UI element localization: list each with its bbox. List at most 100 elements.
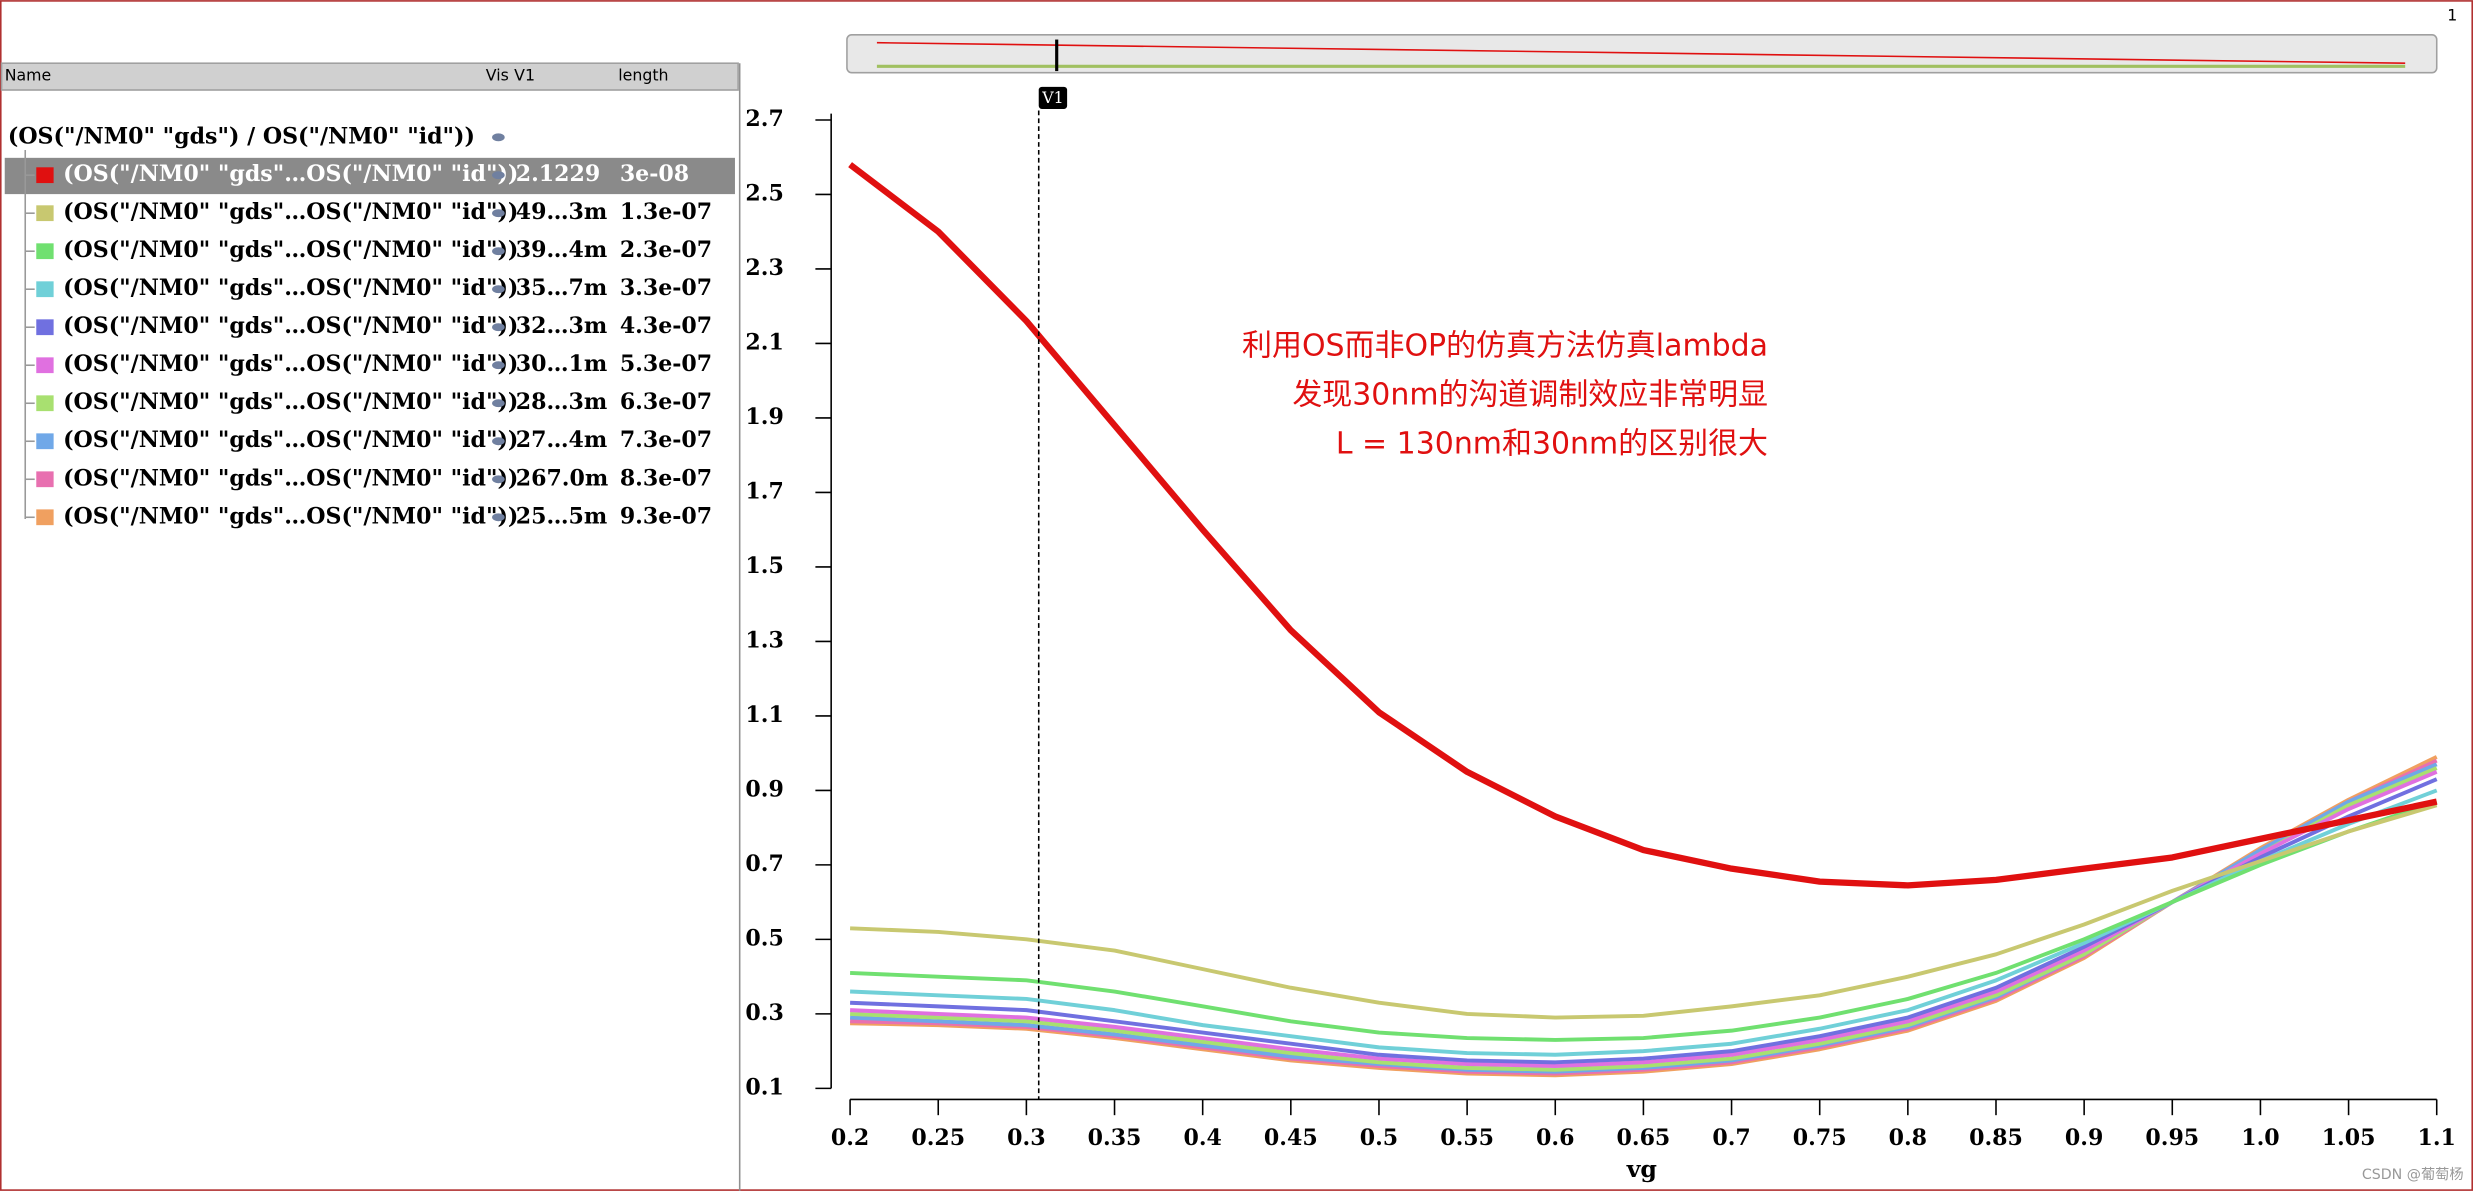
cursor-value: 49…3m xyxy=(516,199,608,225)
length-value: 7.3e-07 xyxy=(620,427,712,453)
annotation: 利用OS而非OP的仿真方法仿真lambda xyxy=(1242,329,1768,364)
group-row[interactable]: (OS("/NM0" "gds") / OS("/NM0" "id")) xyxy=(8,123,475,149)
x-tick-label: 0.4 xyxy=(1183,1125,1221,1151)
x-tick-label: 0.25 xyxy=(911,1125,965,1151)
visibility-icon[interactable] xyxy=(492,285,505,294)
length-value: 1.3e-07 xyxy=(620,199,712,225)
x-tick-label: 0.95 xyxy=(2145,1125,2199,1151)
cursor-tag xyxy=(1038,86,1068,109)
x-axis-label: vg xyxy=(1626,1155,1657,1183)
x-tick-label: 0.2 xyxy=(831,1125,869,1151)
watermark: CSDN @葡萄杨 xyxy=(2362,1167,2464,1183)
legend-swatch xyxy=(36,243,54,260)
cursor-value: 35…7m xyxy=(516,275,608,301)
y-tick-label: 2.1 xyxy=(745,329,783,355)
y-tick-label: 1.1 xyxy=(745,702,783,728)
y-tick-label: 1.3 xyxy=(745,627,783,653)
x-tick-label: 1.1 xyxy=(2418,1125,2456,1151)
selected-row[interactable] xyxy=(4,157,735,195)
table-header-bar xyxy=(0,62,739,91)
cursor-value: 25…5m xyxy=(516,503,608,529)
y-tick-label: 0.5 xyxy=(745,925,783,951)
x-tick-label: 1.05 xyxy=(2322,1125,2376,1151)
visibility-icon[interactable] xyxy=(492,513,505,522)
trace-name: (OS("/NM0" "gds"…OS("/NM0" "id")) xyxy=(63,199,518,225)
trace-name: (OS("/NM0" "gds"…OS("/NM0" "id")) xyxy=(63,351,518,377)
y-tick-label: 2.7 xyxy=(745,106,783,132)
x-tick-label: 0.35 xyxy=(1088,1125,1142,1151)
visibility-icon[interactable] xyxy=(492,399,505,408)
length-value: 3e-08 xyxy=(620,161,689,187)
cursor-value: 27…4m xyxy=(516,427,608,453)
visibility-icon[interactable] xyxy=(492,133,505,142)
x-tick-label: 0.8 xyxy=(1889,1125,1927,1151)
y-tick-label: 1.5 xyxy=(745,553,783,579)
visibility-icon[interactable] xyxy=(492,209,505,218)
y-tick-label: 0.3 xyxy=(745,1000,783,1026)
trace xyxy=(848,162,2438,889)
overview-trace xyxy=(876,41,2406,64)
trace-name: (OS("/NM0" "gds"…OS("/NM0" "id")) xyxy=(63,389,518,415)
x-tick-label: 1.0 xyxy=(2241,1125,2279,1151)
annotation: L = 130nm和30nm的区别很大 xyxy=(1336,426,1768,461)
trace-name: (OS("/NM0" "gds"…OS("/NM0" "id")) xyxy=(63,161,518,187)
x-tick-label: 0.6 xyxy=(1536,1125,1574,1151)
legend-swatch xyxy=(36,509,54,526)
y-tick-label: 1.7 xyxy=(745,478,783,504)
cursor-value: 30…1m xyxy=(516,351,608,377)
length-value: 6.3e-07 xyxy=(620,389,712,415)
length-value: 2.3e-07 xyxy=(620,237,712,263)
trace xyxy=(850,799,2438,1042)
y-tick-label: 0.7 xyxy=(745,851,783,877)
visibility-icon[interactable] xyxy=(492,171,505,180)
legend-swatch xyxy=(36,357,54,374)
trace xyxy=(850,803,2438,1020)
legend-swatch xyxy=(36,167,54,184)
y-tick-label: 2.5 xyxy=(745,180,783,206)
x-tick-label: 0.75 xyxy=(1793,1125,1847,1151)
cursor-label: V1 xyxy=(1041,88,1063,107)
trace-name: (OS("/NM0" "gds"…OS("/NM0" "id")) xyxy=(63,503,518,529)
y-tick-label: 0.9 xyxy=(745,776,783,802)
legend-swatch xyxy=(36,395,54,412)
visibility-icon[interactable] xyxy=(492,475,505,484)
length-value: 5.3e-07 xyxy=(620,351,712,377)
visibility-icon[interactable] xyxy=(492,323,505,332)
legend-swatch xyxy=(36,205,54,222)
y-tick-label: 0.1 xyxy=(745,1074,783,1100)
length-value: 3.3e-07 xyxy=(620,275,712,301)
x-tick-label: 0.3 xyxy=(1007,1125,1045,1151)
x-tick-label: 0.9 xyxy=(2065,1125,2103,1151)
legend-swatch xyxy=(36,319,54,336)
length-value: 9.3e-07 xyxy=(620,503,712,529)
cursor-value: 39…4m xyxy=(516,237,608,263)
trace-name: (OS("/NM0" "gds"…OS("/NM0" "id")) xyxy=(63,275,518,301)
visibility-icon[interactable] xyxy=(492,361,505,370)
x-tick-label: 0.5 xyxy=(1360,1125,1398,1151)
legend-swatch xyxy=(36,471,54,488)
y-tick-label: 2.3 xyxy=(745,255,783,281)
length-value: 4.3e-07 xyxy=(620,313,712,339)
column-header: length xyxy=(618,65,668,84)
column-header: Vis xyxy=(486,65,509,84)
legend-swatch xyxy=(36,433,54,450)
cursor-value: 2.1229 xyxy=(516,161,600,187)
trace-name: (OS("/NM0" "gds"…OS("/NM0" "id")) xyxy=(63,427,518,453)
cursor-value: 32…3m xyxy=(516,313,608,339)
visibility-icon[interactable] xyxy=(492,437,505,446)
x-tick-label: 0.45 xyxy=(1264,1125,1318,1151)
x-tick-label: 0.7 xyxy=(1712,1125,1750,1151)
column-header: V1 xyxy=(514,65,535,84)
column-header: Name xyxy=(5,65,52,84)
annotation: 发现30nm的沟道调制效应非常明显 xyxy=(1292,377,1768,412)
trace-name: (OS("/NM0" "gds"…OS("/NM0" "id")) xyxy=(63,237,518,263)
visibility-icon[interactable] xyxy=(492,247,505,256)
page-number: 1 xyxy=(2447,5,2457,24)
x-tick-label: 0.55 xyxy=(1440,1125,1494,1151)
x-tick-label: 0.65 xyxy=(1617,1125,1671,1151)
length-value: 8.3e-07 xyxy=(620,465,712,491)
y-tick-label: 1.9 xyxy=(745,404,783,430)
